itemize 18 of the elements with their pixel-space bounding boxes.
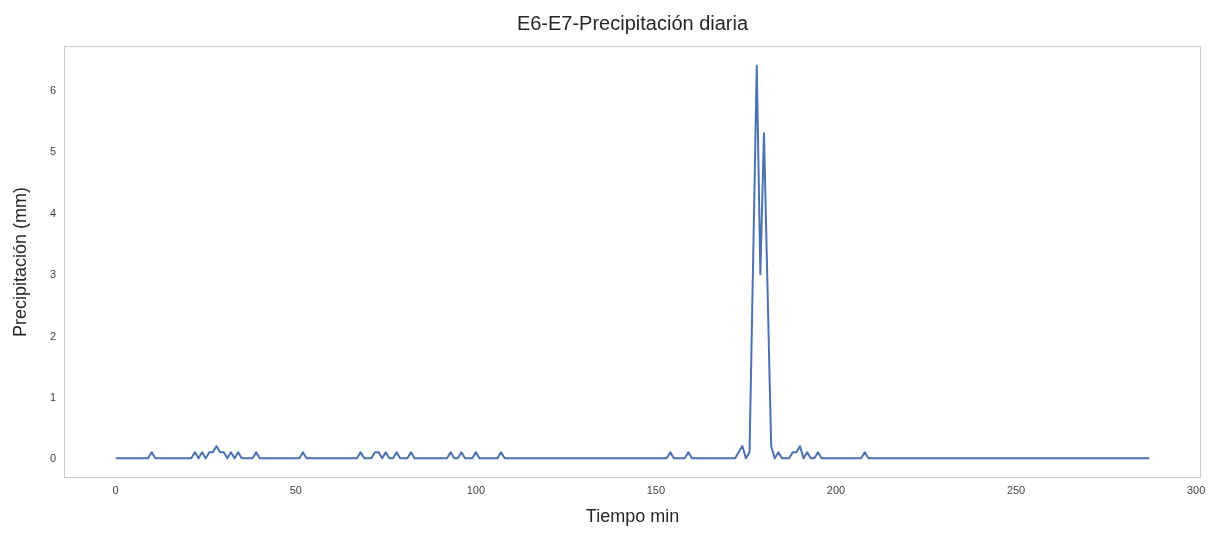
line-series <box>114 64 1151 460</box>
y-tick-label: 3 <box>49 268 56 281</box>
x-tick-label: 50 <box>289 483 302 496</box>
y-axis-title: Precipitación (mm) <box>10 186 31 338</box>
chart-title: E6-E7-Precipitación diaria <box>515 12 750 35</box>
x-tick-label: 150 <box>646 483 666 496</box>
y-tick-label: 4 <box>49 206 56 219</box>
x-tick-label: 100 <box>466 483 486 496</box>
x-tick-label: 0 <box>112 483 119 496</box>
x-axis-title: Tiempo min <box>585 506 680 526</box>
y-tick-label: 5 <box>49 145 56 158</box>
y-tick-label: 2 <box>49 329 56 342</box>
y-tick-label: 0 <box>49 452 56 465</box>
y-tick-label: 1 <box>49 390 56 403</box>
y-tick-label: 6 <box>49 84 56 97</box>
x-tick-label: 300 <box>1186 483 1206 496</box>
x-tick-label: 200 <box>826 483 846 496</box>
x-tick-label: 250 <box>1006 483 1026 496</box>
